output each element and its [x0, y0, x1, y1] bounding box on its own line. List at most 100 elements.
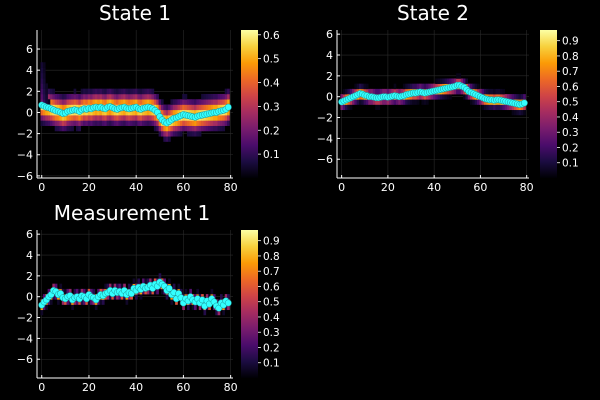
heatmap-cell — [212, 99, 216, 105]
heatmap-cell — [472, 99, 475, 105]
heatmap-cell — [113, 294, 117, 300]
heatmap-cell — [116, 115, 119, 121]
heatmap-cell — [146, 278, 150, 284]
heatmap-cell — [442, 94, 445, 100]
heatmap-cell — [212, 115, 216, 121]
heatmap-cell — [423, 99, 427, 105]
heatmap-cell — [375, 99, 378, 105]
heatmap-cell — [75, 93, 79, 100]
heatmap-cell — [398, 88, 401, 95]
heatmap-cell — [416, 99, 420, 105]
colorbar-tick-label: 0.6 — [263, 30, 280, 42]
heatmap-cell — [73, 93, 77, 100]
heatmap-cell — [490, 104, 494, 111]
heatmap-cell — [465, 78, 468, 84]
heatmap-cell — [137, 278, 141, 284]
heatmap-cell — [502, 104, 506, 111]
heatmap-cell — [205, 99, 209, 105]
heatmap-cell — [165, 109, 169, 116]
heatmap-cell — [379, 99, 383, 105]
heatmap-cell — [130, 115, 133, 121]
heatmap-cell — [97, 120, 100, 126]
heatmap-cell — [227, 120, 230, 126]
heatmap-cell — [224, 93, 228, 100]
heatmap-cell — [132, 120, 136, 126]
heatmap-cell — [85, 288, 89, 295]
heatmap-cell — [135, 99, 138, 105]
heatmap-cell — [212, 125, 216, 132]
x-tick-label: 20 — [82, 181, 96, 194]
heatmap-cell — [104, 120, 107, 126]
heatmap-cell — [80, 120, 84, 126]
heatmap-cell — [99, 93, 103, 100]
heatmap-cell — [47, 93, 51, 100]
heatmap-cell — [168, 125, 171, 132]
colorbar-tick-label: 0.6 — [562, 81, 579, 93]
heatmap-cell — [340, 94, 344, 100]
heatmap-cell — [349, 104, 353, 111]
heatmap-cell — [354, 83, 357, 90]
heatmap-cell — [160, 288, 164, 295]
heatmap-cell — [123, 115, 126, 121]
heatmap-cell — [352, 88, 355, 95]
heatmap-cell — [500, 88, 503, 95]
heatmap-cell — [389, 88, 392, 95]
heatmap-cell — [170, 99, 174, 105]
heatmap-cell — [153, 115, 157, 121]
y-tick-label: 6 — [26, 43, 33, 56]
heatmap-cell — [172, 130, 176, 137]
heatmap-cell — [92, 109, 96, 116]
heatmap-cell — [224, 294, 228, 300]
heatmap-cell — [502, 88, 506, 95]
heatmap-cell — [80, 299, 84, 305]
heatmap-cell — [222, 99, 226, 105]
heatmap-cell — [123, 93, 126, 100]
heatmap-cell — [42, 72, 46, 79]
heatmap-cell — [419, 94, 422, 100]
heatmap-cell — [125, 88, 129, 95]
heatmap-cell — [59, 125, 63, 132]
heatmap-cell — [99, 99, 103, 105]
heatmap-cell — [42, 93, 46, 100]
heatmap-cell — [184, 120, 188, 126]
heatmap-cell — [97, 288, 100, 295]
heatmap-cell — [120, 99, 124, 105]
colorbar-tick-label: 0.4 — [562, 112, 579, 124]
heatmap-cell — [196, 104, 200, 111]
heatmap-cell — [460, 88, 464, 95]
heatmap-cell — [203, 125, 207, 132]
heatmap-cell — [94, 93, 98, 100]
heatmap-cell — [73, 288, 77, 295]
heatmap-cell — [99, 115, 103, 121]
heatmap-cell — [109, 109, 112, 116]
heatmap-cell — [170, 125, 174, 132]
heatmap-cell — [179, 130, 183, 137]
y-tick-label: 4 — [26, 249, 33, 262]
heatmap-cell — [52, 120, 56, 126]
heatmap-cell — [83, 120, 86, 126]
heatmap-cell — [393, 83, 397, 90]
heatmap-cell — [156, 93, 159, 100]
heatmap-cell — [163, 125, 166, 132]
heatmap-cell — [52, 93, 56, 100]
heatmap-cell — [142, 120, 145, 126]
heatmap-cell — [504, 94, 508, 100]
heatmap-cell — [175, 109, 178, 116]
heatmap-cell — [135, 120, 138, 126]
heatmap-cell — [156, 125, 159, 132]
heatmap-cell — [130, 93, 133, 100]
heatmap-cell — [224, 99, 228, 105]
heatmap-cell — [42, 67, 46, 74]
heatmap-cell — [156, 104, 159, 111]
heatmap-cell — [196, 125, 200, 132]
heatmap-cell — [90, 88, 93, 95]
heatmap-cell — [149, 278, 152, 284]
colorbar-tick-label: 0.7 — [562, 66, 579, 78]
heatmap-cell — [120, 93, 124, 100]
heatmap-cell — [168, 278, 171, 284]
x-tick-label: 80 — [224, 381, 238, 394]
heatmap-cell — [184, 93, 188, 100]
heatmap-cell — [352, 99, 355, 105]
colorbar: 0.1 0.2 0.3 0.4 0.5 0.6 — [241, 30, 280, 178]
